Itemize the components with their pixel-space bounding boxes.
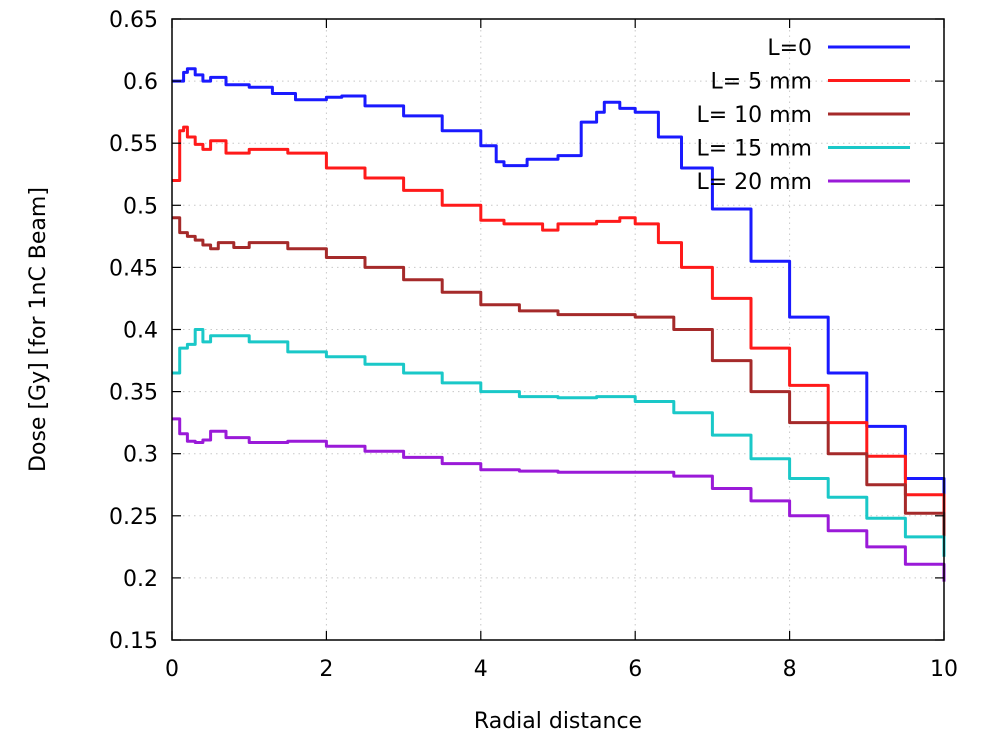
- x-tick-label: 0: [165, 657, 179, 682]
- x-tick-label: 4: [474, 657, 488, 682]
- y-tick-label: 0.15: [109, 629, 158, 654]
- legend-label: L= 20 mm: [696, 170, 812, 195]
- ticks: [171, 18, 945, 641]
- grid: [172, 19, 944, 640]
- y-tick-label: 0.35: [109, 381, 158, 406]
- tick-labels: 0 2 4 6 8 10 0.15 0.2 0.25 0.3 0.35 0.4 0.45 0.5 0.55 0…: [109, 8, 958, 682]
- x-tick-label: 8: [783, 657, 797, 682]
- y-tick-label: 0.5: [123, 194, 158, 219]
- y-tick-label: 0.45: [109, 256, 158, 281]
- legend-label: L= 10 mm: [696, 103, 812, 128]
- legend-label: L=0: [767, 36, 812, 61]
- series-line-5: [172, 417, 946, 582]
- x-tick-label: 2: [319, 657, 333, 682]
- x-axis-label: Radial distance: [474, 709, 642, 734]
- y-tick-label: 0.6: [123, 70, 158, 95]
- series-line-2: [172, 125, 946, 532]
- x-tick-label: 6: [628, 657, 642, 682]
- y-tick-label: 0.2: [123, 567, 158, 592]
- series-group: [172, 67, 946, 582]
- legend-label: L= 5 mm: [710, 70, 812, 95]
- y-axis-label: Dose [Gy] [for 1nC Beam]: [26, 187, 51, 472]
- series-line-1: [172, 67, 946, 535]
- legend: L=0 L= 5 mm L= 10 mm L= 15 mm L= 20 mm: [696, 36, 910, 195]
- y-tick-label: 0.55: [109, 132, 158, 157]
- y-tick-label: 0.25: [109, 505, 158, 530]
- y-tick-label: 0.65: [109, 8, 158, 33]
- y-tick-label: 0.4: [123, 319, 158, 344]
- y-tick-label: 0.3: [123, 443, 158, 468]
- legend-label: L= 15 mm: [696, 137, 812, 162]
- series-line-4: [172, 328, 946, 557]
- series-line-3: [172, 216, 946, 544]
- x-tick-label: 10: [930, 657, 958, 682]
